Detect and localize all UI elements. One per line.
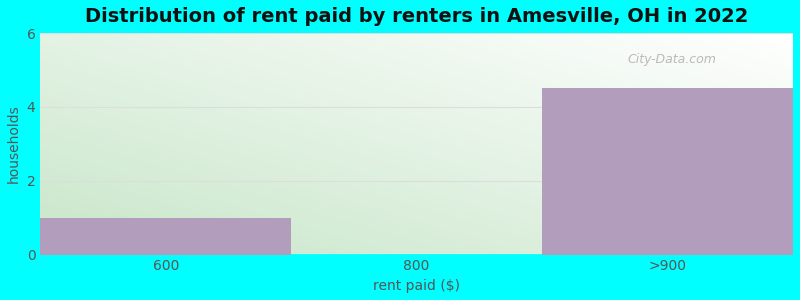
Bar bbox=[542, 88, 793, 255]
Bar bbox=[40, 218, 291, 255]
Title: Distribution of rent paid by renters in Amesville, OH in 2022: Distribution of rent paid by renters in … bbox=[85, 7, 748, 26]
X-axis label: rent paid ($): rent paid ($) bbox=[373, 279, 460, 293]
Y-axis label: households: households bbox=[7, 104, 21, 183]
Text: City-Data.com: City-Data.com bbox=[627, 53, 716, 66]
